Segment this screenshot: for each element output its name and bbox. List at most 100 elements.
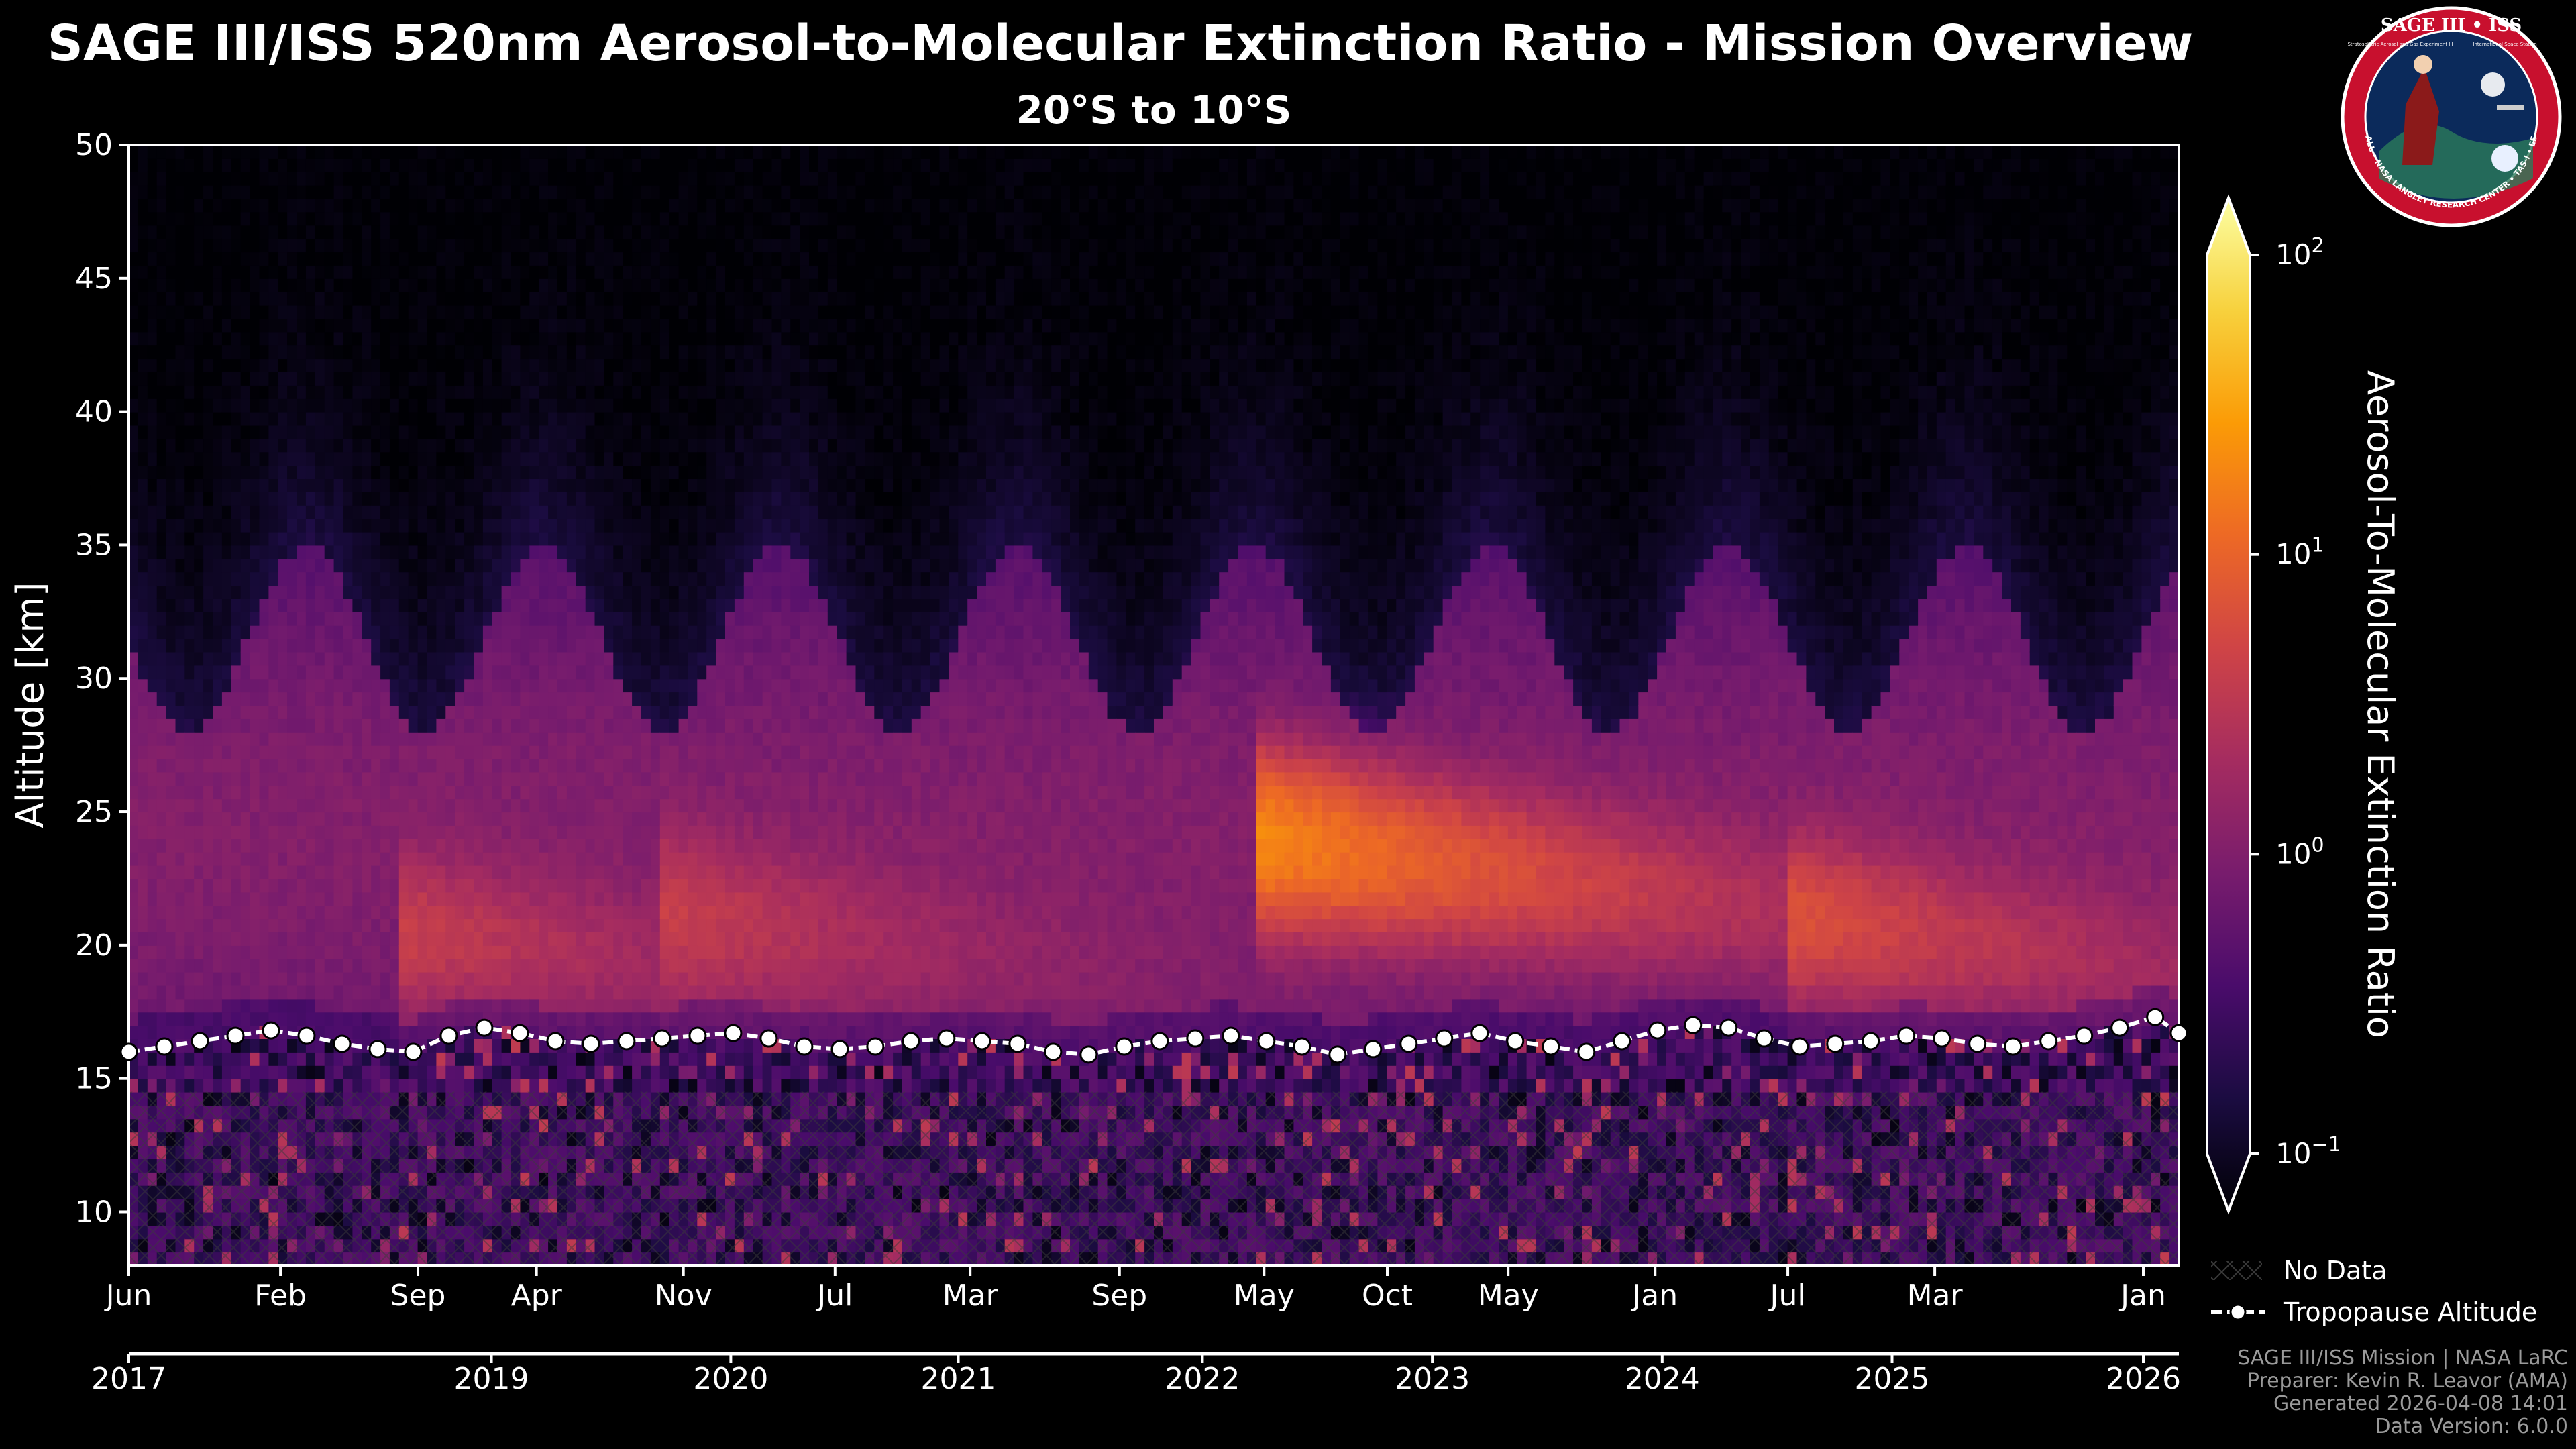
heatmap-cell [343,945,354,959]
heatmap-cell [529,798,540,813]
heatmap-cell [445,771,456,786]
heatmap-cell [678,1078,689,1093]
heatmap-cell [166,838,176,853]
heatmap-cell [352,651,363,666]
heatmap-cell [352,771,363,786]
heatmap-cell [576,252,586,266]
heatmap-cell [669,545,680,559]
heatmap-cell [297,211,307,226]
heatmap-cell [259,625,270,639]
heatmap-cell [455,518,466,533]
heatmap-cell [240,184,251,199]
heatmap-cell [194,611,205,626]
heatmap-cell [594,545,605,559]
heatmap-cell [268,824,279,839]
heatmap-cell [203,771,213,786]
heatmap-cell [184,411,195,426]
heatmap-cell [455,758,466,773]
heatmap-cell [147,238,158,253]
heatmap-cell [156,225,167,239]
heatmap-cell [259,572,270,586]
heatmap-cell [464,998,474,1013]
heatmap-cell [203,545,213,559]
heatmap-cell [231,625,241,639]
heatmap-cell [184,358,195,372]
heatmap-cell [585,264,596,279]
heatmap-cell [398,331,409,346]
heatmap-cell [576,545,586,559]
heatmap-cell [250,678,260,693]
heatmap-cell [464,345,474,360]
heatmap-cell [259,184,270,199]
heatmap-cell [287,932,297,946]
heatmap-cell [352,372,363,386]
heatmap-cell [156,625,167,639]
heatmap-cell [455,145,466,159]
heatmap-cell [529,278,540,292]
heatmap-cell [511,758,521,773]
heatmap-cell [632,838,642,853]
heatmap-cell [389,238,400,253]
heatmap-cell [324,798,335,813]
heatmap-cell [417,638,428,653]
heatmap-cell [669,451,680,466]
heatmap-cell [203,184,213,199]
heatmap-cell [474,878,484,893]
heatmap-cell [221,1051,232,1066]
heatmap-cell [343,291,354,306]
heatmap-cell [492,518,502,533]
heatmap-cell [669,211,680,226]
heatmap-cell [166,892,176,906]
heatmap-cell [324,665,335,680]
heatmap-cell [259,851,270,866]
heatmap-cell [287,345,297,360]
heatmap-cell [240,985,251,1000]
heatmap-cell [539,531,549,546]
heatmap-cell [166,384,176,399]
heatmap-cell [585,838,596,853]
heatmap-cell [156,651,167,666]
heatmap-cell [352,678,363,693]
heatmap-cell [315,731,325,746]
heatmap-cell [482,878,493,893]
heatmap-cell [389,411,400,426]
heatmap-cell [305,278,316,292]
heatmap-cell [287,518,297,533]
heatmap-cell [464,465,474,479]
heatmap-cell [278,384,288,399]
heatmap-cell [138,331,148,346]
heatmap-cell [576,384,586,399]
heatmap-cell [659,838,670,853]
heatmap-cell [184,331,195,346]
heatmap-cell [221,438,232,453]
heatmap-cell [297,985,307,1000]
heatmap-cell [604,225,614,239]
heatmap-cell [417,651,428,666]
heatmap-cell [250,998,260,1013]
heatmap-cell [539,932,549,946]
heatmap-cell [641,824,651,839]
heatmap-cell [333,465,344,479]
heatmap-cell [576,518,586,533]
heatmap-cell [529,1078,540,1093]
heatmap-cell [557,945,568,959]
heatmap-cell [213,491,223,506]
heatmap-cell [389,438,400,453]
heatmap-cell [315,692,325,706]
heatmap-cell [594,998,605,1013]
heatmap-cell [138,812,148,826]
heatmap-cell [268,331,279,346]
heatmap-cell [529,585,540,599]
heatmap-cell [613,504,624,519]
heatmap-cell [315,545,325,559]
heatmap-cell [566,198,577,213]
heatmap-cell [305,478,316,492]
heatmap-cell [259,1051,270,1066]
heatmap-cell [585,585,596,599]
heatmap-cell [240,211,251,226]
heatmap-cell [129,838,139,853]
heatmap-cell [129,1078,139,1093]
heatmap-cell [501,491,512,506]
heatmap-cell [297,425,307,439]
heatmap-cell [445,585,456,599]
